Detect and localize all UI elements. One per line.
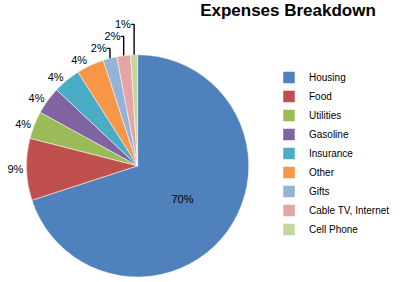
svg-text:9%: 9% (7, 163, 23, 175)
svg-text:Insurance: Insurance (309, 148, 353, 159)
svg-text:4%: 4% (48, 71, 64, 83)
svg-text:70%: 70% (171, 193, 193, 205)
svg-text:Cell Phone: Cell Phone (309, 224, 358, 235)
svg-text:Gifts: Gifts (309, 186, 330, 197)
svg-text:Other: Other (309, 167, 335, 178)
svg-text:4%: 4% (71, 54, 87, 66)
svg-text:4%: 4% (15, 118, 31, 130)
svg-text:Housing: Housing (309, 72, 346, 83)
svg-text:2%: 2% (105, 30, 121, 42)
svg-text:Food: Food (309, 91, 332, 102)
svg-text:Cable TV, Internet: Cable TV, Internet (309, 205, 389, 216)
svg-text:1%: 1% (115, 18, 131, 30)
svg-text:Expenses Breakdown: Expenses Breakdown (200, 1, 376, 20)
svg-text:4%: 4% (29, 92, 45, 104)
svg-text:Gasoline: Gasoline (309, 129, 349, 140)
svg-text:Utilities: Utilities (309, 110, 341, 121)
svg-text:2%: 2% (91, 42, 107, 54)
